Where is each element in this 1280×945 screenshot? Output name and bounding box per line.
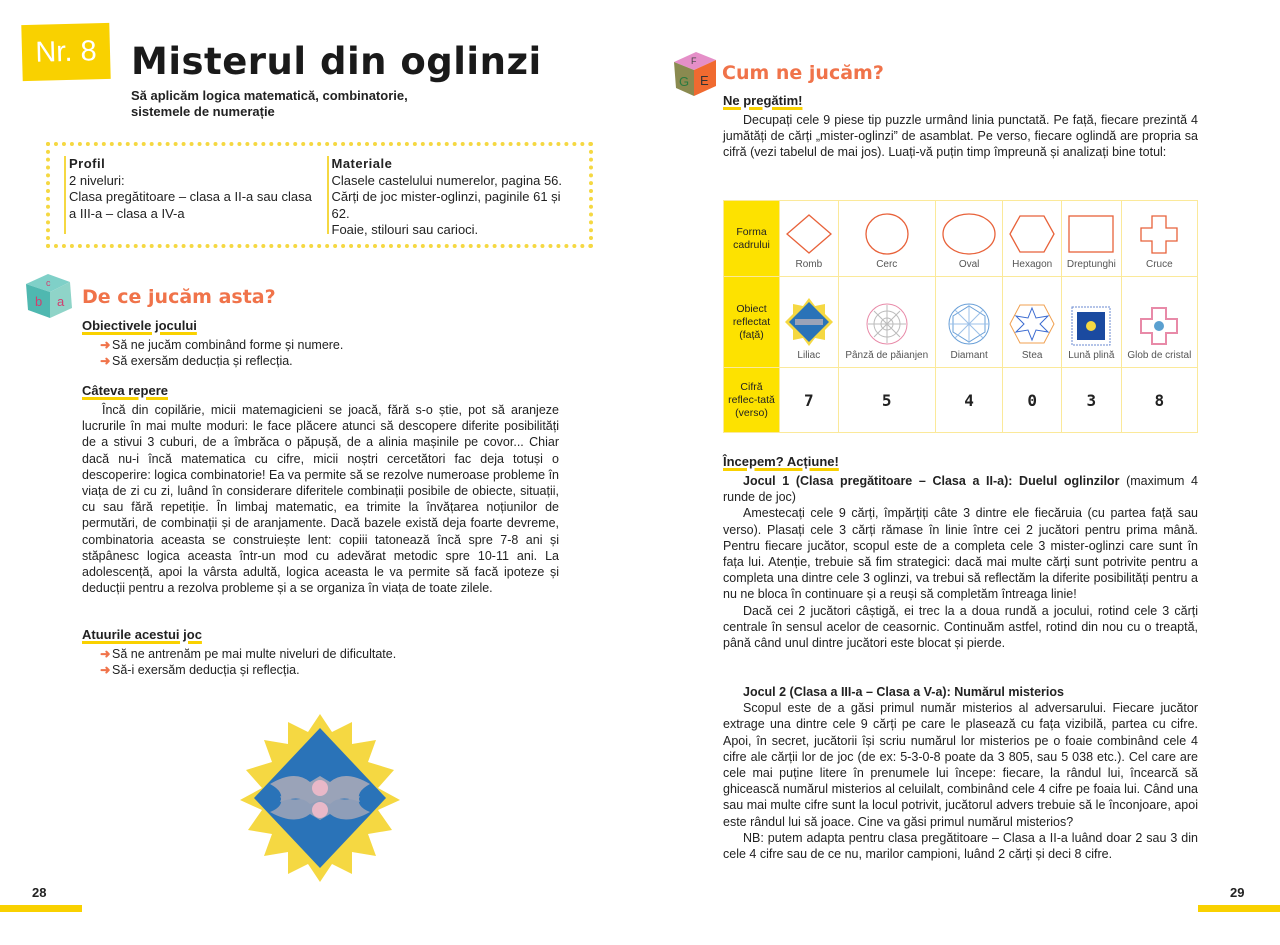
arrow-icon: ➜	[100, 663, 111, 677]
page-number: 29	[1230, 885, 1245, 900]
materials-line: Foaie, stilouri sau carioci.	[331, 222, 479, 237]
table-cell: Dreptunghi	[1061, 200, 1122, 277]
table-cell: Diamant	[934, 276, 1004, 368]
section-heading-why: De ce jucăm asta?	[82, 286, 276, 308]
table-row: Cifră reflec-tată (verso) 7 5 4 0 3 8	[723, 367, 1199, 433]
digit-cell: 5	[837, 367, 936, 433]
game-1-paragraph: Amestecați cele 9 cărți, împărțiți câte …	[723, 506, 1198, 602]
materials-line: Cărți de joc mister-oglinzi, paginile 61…	[331, 189, 561, 221]
bat-card-illustration	[240, 714, 400, 882]
arrow-icon: ➜	[100, 647, 111, 661]
arrow-icon: ➜	[100, 354, 111, 368]
cube-letter: E	[700, 73, 709, 88]
cube-letter: G	[679, 74, 689, 89]
advantages-list: ➜ Să ne antrenăm pe mai multe niveluri de…	[82, 646, 396, 678]
table-cell: Stea	[1002, 276, 1062, 368]
action-heading: Începem? Acțiune!	[723, 454, 839, 469]
advantages-heading: Atuurile acestui joc	[82, 627, 202, 642]
cube-letter: b	[35, 294, 42, 309]
table-cell: Pânză de păianjen	[837, 276, 936, 368]
game-2-paragraph: Scopul este de a găsi primul număr miste…	[723, 701, 1198, 829]
page-number: 28	[32, 885, 47, 900]
row-header: Obiect reflectat (față)	[723, 276, 780, 368]
digit-cell: 4	[934, 367, 1004, 433]
cube-letter: c	[46, 278, 51, 288]
table-cell: Glob de cristal	[1120, 276, 1199, 368]
table-cell: Cerc	[837, 200, 936, 277]
digit-cell: 3	[1061, 367, 1122, 433]
digit-cell: 0	[1002, 367, 1062, 433]
mirror-cards-table: Forma cadrului Romb Cerc Oval Hexagon Dr…	[723, 200, 1199, 433]
game-1-section: Jocul 1 (Clasa pregătitoare – Clasa a II…	[723, 473, 1198, 651]
list-item: ➜ Să ne antrenăm pe mai multe niveluri de…	[100, 647, 397, 661]
game-2-section: Jocul 2 (Clasa a III-a – Clasa a V-a): N…	[723, 684, 1198, 862]
game-1-paragraph: Dacă cei 2 jucători câștigă, ei trec la …	[723, 603, 1198, 651]
row-header: Forma cadrului	[723, 200, 780, 277]
page-title: Misterul din oglinzi	[131, 40, 542, 83]
row-header: Cifră reflec-tată (verso)	[723, 367, 780, 433]
table-cell: Hexagon	[1002, 200, 1062, 277]
landmarks-heading: Câteva repere	[82, 383, 168, 398]
table-row: Forma cadrului Romb Cerc Oval Hexagon Dr…	[723, 200, 1199, 277]
letter-cube-icon: F G E	[674, 52, 716, 96]
arrow-icon: ➜	[100, 338, 111, 352]
materials-column: Materiale Clasele castelului numerelor, …	[326, 156, 576, 237]
cube-letter: a	[57, 294, 65, 309]
objectives-list: ➜ Să ne jucăm combinând forme și numere. …	[82, 337, 343, 369]
game-1-note: (maximum 4 runde de joc)	[723, 474, 1198, 505]
table-cell: Cruce	[1120, 200, 1199, 277]
page-accent-bar	[1198, 905, 1280, 912]
table-row: Obiect reflectat (față) Liliac Pânză de …	[723, 276, 1199, 368]
landmarks-paragraph: Încă din copilărie, micii matemagicieni …	[82, 403, 559, 596]
game-2-title: Jocul 2 (Clasa a III-a – Clasa a V-a): N…	[743, 685, 1064, 699]
table-cell: Liliac	[779, 276, 839, 368]
table-cell: Oval	[934, 200, 1004, 277]
game-2-paragraph: NB: putem adapta pentru clasa pregătitoa…	[723, 830, 1198, 862]
table-cell: Lună plină	[1061, 276, 1122, 368]
digit-cell: 7	[779, 367, 839, 433]
profile-line: Clasa pregătitoare – clasa a II-a sau cl…	[69, 189, 312, 221]
page-accent-bar	[0, 905, 82, 912]
list-item: ➜ Să-i exersăm deducția și reflecția.	[100, 663, 300, 677]
list-item: ➜ Să ne jucăm combinând forme și numere.	[100, 338, 344, 352]
preparation-heading: Ne pregătim!	[723, 93, 803, 108]
profile-line: 2 niveluri:	[69, 172, 125, 188]
lesson-number-badge: Nr. 8	[21, 22, 111, 82]
preparation-paragraph: Decupați cele 9 piese tip puzzle urmând …	[723, 113, 1198, 160]
cube-letter: F	[691, 56, 697, 66]
list-item: ➜ Să exersăm deducția și reflecția.	[100, 354, 293, 368]
section-heading-how: Cum ne jucăm?	[722, 62, 884, 84]
letter-cube-icon: c b a	[26, 274, 72, 318]
table-cell: Romb	[779, 200, 839, 277]
profile-column: Profil 2 niveluri: Clasa pregătitoare – …	[64, 156, 313, 234]
page-subtitle: Să aplicăm logica matematică, combinator…	[131, 88, 408, 119]
info-box: Profil 2 niveluri: Clasa pregătitoare – …	[46, 142, 593, 248]
objectives-heading: Obiectivele jocului	[82, 318, 197, 333]
materials-heading: Materiale	[331, 156, 393, 171]
game-1-title: Jocul 1 (Clasa pregătitoare – Clasa a II…	[743, 474, 1120, 488]
digit-cell: 8	[1120, 367, 1199, 433]
profile-heading: Profil	[69, 156, 106, 171]
materials-line: Clasele castelului numerelor, pagina 56.	[331, 172, 563, 188]
